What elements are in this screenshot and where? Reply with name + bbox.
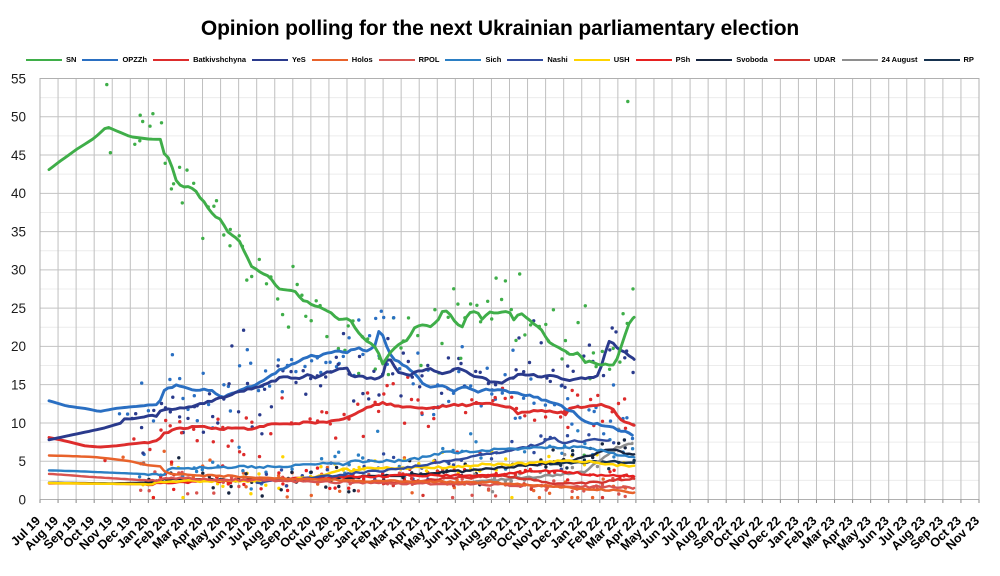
- svg-text:5: 5: [18, 454, 26, 469]
- svg-text:35: 35: [11, 224, 26, 239]
- svg-text:50: 50: [11, 110, 26, 125]
- svg-text:10: 10: [11, 416, 26, 431]
- svg-text:0: 0: [18, 492, 26, 507]
- svg-text:45: 45: [11, 148, 26, 163]
- svg-text:15: 15: [11, 378, 26, 393]
- svg-text:20: 20: [11, 339, 26, 354]
- svg-text:55: 55: [11, 71, 26, 86]
- svg-text:30: 30: [11, 263, 26, 278]
- svg-text:25: 25: [11, 301, 26, 316]
- svg-text:40: 40: [11, 186, 26, 201]
